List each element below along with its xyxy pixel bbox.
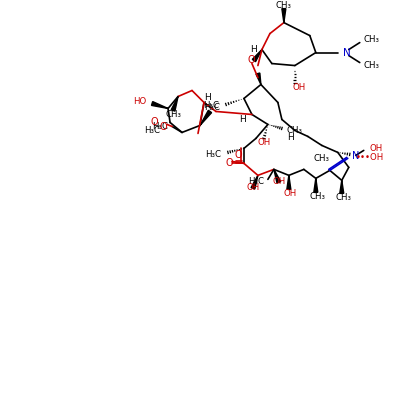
Text: O: O	[150, 118, 158, 128]
Text: CH₃: CH₃	[364, 61, 380, 70]
Text: H₃C: H₃C	[205, 150, 221, 159]
Text: O: O	[160, 122, 167, 132]
Text: O: O	[234, 150, 242, 160]
Text: CH₃: CH₃	[364, 35, 380, 44]
Text: OH: OH	[292, 83, 306, 92]
Polygon shape	[340, 180, 344, 193]
Text: N: N	[343, 48, 350, 58]
Text: CH₃: CH₃	[336, 193, 352, 202]
Text: H₃C: H₃C	[152, 122, 168, 131]
Text: OH: OH	[283, 189, 296, 198]
Text: H₃C: H₃C	[144, 126, 160, 135]
Text: OH: OH	[272, 177, 286, 186]
Text: CH₃: CH₃	[310, 192, 326, 201]
Text: H: H	[205, 93, 211, 102]
Polygon shape	[251, 175, 258, 189]
Polygon shape	[152, 102, 168, 108]
Polygon shape	[256, 73, 261, 84]
Text: H₃C: H₃C	[203, 101, 219, 110]
Text: O: O	[225, 158, 233, 168]
Text: CH₃: CH₃	[276, 1, 292, 10]
Text: CH₃: CH₃	[165, 110, 181, 119]
Text: H₃C: H₃C	[204, 103, 220, 112]
Polygon shape	[200, 110, 212, 126]
Polygon shape	[274, 169, 281, 183]
Text: •••OH: •••OH	[356, 153, 384, 162]
Text: H₃C: H₃C	[248, 177, 264, 186]
Text: OH: OH	[246, 183, 260, 192]
Text: H: H	[288, 133, 294, 142]
Text: OH: OH	[370, 144, 383, 153]
Text: CH₃: CH₃	[314, 154, 330, 163]
Text: H: H	[250, 45, 257, 54]
Text: OH: OH	[257, 138, 270, 147]
Polygon shape	[171, 96, 178, 111]
Text: HO: HO	[133, 97, 146, 106]
Polygon shape	[282, 9, 286, 23]
Polygon shape	[287, 175, 291, 189]
Polygon shape	[314, 178, 318, 192]
Text: N: N	[352, 151, 359, 161]
Text: O: O	[247, 54, 255, 64]
Polygon shape	[252, 50, 262, 62]
Text: H: H	[239, 115, 246, 124]
Text: CH₃: CH₃	[287, 126, 303, 135]
